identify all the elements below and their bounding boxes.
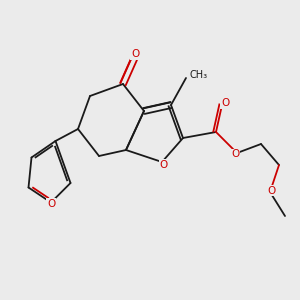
Text: O: O (231, 149, 240, 160)
Text: O: O (221, 98, 229, 109)
Text: O: O (47, 199, 55, 209)
Text: O: O (267, 185, 276, 196)
Text: O: O (131, 49, 139, 59)
Text: CH₃: CH₃ (189, 70, 207, 80)
Text: O: O (159, 160, 168, 170)
